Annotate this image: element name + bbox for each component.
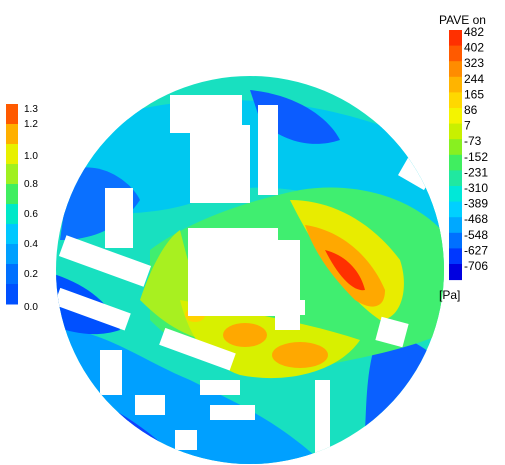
right-colorbar-tick-label: -73 xyxy=(464,134,482,148)
right-colorbar-tick-label: 482 xyxy=(464,25,484,39)
field-orange-wake-2 xyxy=(272,342,328,368)
right-colorbar-swatch xyxy=(449,201,462,218)
left-colorbar-swatch xyxy=(6,184,18,205)
field-blue-north xyxy=(250,90,340,144)
right-colorbar-tick-label: -389 xyxy=(464,197,488,211)
left-colorbar-tick-label: 1.3 xyxy=(24,104,38,115)
right-colorbar-swatch xyxy=(449,170,462,187)
left-colorbar: 1.3 1.2 1.0 0.8 0.6 0.4 0.2 0.0 xyxy=(6,104,38,313)
right-colorbar-tick-label: -548 xyxy=(464,228,488,242)
building-center-east xyxy=(275,240,300,330)
right-colorbar-tick-label: -706 xyxy=(464,259,488,273)
right-colorbar-tick-label: 402 xyxy=(464,41,484,55)
right-colorbar-swatch xyxy=(449,76,462,93)
right-colorbar-title: PAVE on xyxy=(439,13,486,27)
right-colorbar-swatch xyxy=(449,45,462,62)
left-colorbar-swatch xyxy=(6,124,18,145)
building-north-3 xyxy=(258,105,278,195)
right-colorbar-tick-label: -468 xyxy=(464,212,488,226)
building-south-2 xyxy=(200,380,240,395)
right-colorbar-tick-label: -310 xyxy=(464,181,488,195)
building-north-2 xyxy=(190,125,250,203)
right-colorbar-tick-label: 86 xyxy=(464,103,478,117)
left-colorbar-tick-label: 1.2 xyxy=(24,119,38,130)
building-southeast-1 xyxy=(315,380,330,460)
left-colorbar-swatch xyxy=(6,204,18,225)
right-colorbar-tick-label: -231 xyxy=(464,165,488,179)
building-west-3 xyxy=(56,287,131,331)
right-colorbar-swatch xyxy=(449,123,462,140)
right-colorbar-tick-label: 323 xyxy=(464,56,484,70)
left-colorbar-swatch xyxy=(6,224,18,245)
left-colorbar-swatch xyxy=(6,244,18,265)
right-colorbar-tick-label: 165 xyxy=(464,87,484,101)
building-south-3 xyxy=(210,405,255,420)
right-colorbar-swatch xyxy=(449,232,462,249)
left-colorbar-tick-label: 1.0 xyxy=(24,151,38,162)
left-colorbar-tick-label: 0.4 xyxy=(24,239,38,250)
right-colorbar-tick-label: -627 xyxy=(464,243,488,257)
right-colorbar-swatches xyxy=(449,30,462,281)
right-colorbar-tick-label: 7 xyxy=(464,119,471,133)
left-colorbar-ticks: 1.3 1.2 1.0 0.8 0.6 0.4 0.2 0.0 xyxy=(24,104,38,313)
left-colorbar-swatches xyxy=(6,104,18,305)
building-southwest-2 xyxy=(159,327,236,371)
building-south-4 xyxy=(175,430,197,450)
right-colorbar-swatch xyxy=(449,30,462,47)
right-colorbar-swatch xyxy=(449,217,462,234)
left-colorbar-tick-label: 0.2 xyxy=(24,269,38,280)
left-colorbar-swatch xyxy=(6,264,18,285)
left-colorbar-tick-label: 0.0 xyxy=(24,302,38,313)
right-colorbar-unit: [Pa] xyxy=(439,288,460,302)
right-colorbar-swatch xyxy=(449,154,462,171)
right-colorbar-tick-label: -152 xyxy=(464,150,488,164)
contour-domain xyxy=(56,76,444,464)
left-colorbar-swatch xyxy=(6,104,18,125)
building-east xyxy=(375,316,409,348)
right-colorbar-swatch xyxy=(449,92,462,109)
building-south-1 xyxy=(135,395,165,415)
left-colorbar-tick-label: 0.8 xyxy=(24,179,38,190)
right-colorbar-tick-label: 244 xyxy=(464,72,484,86)
left-colorbar-swatch xyxy=(6,164,18,185)
left-colorbar-tick-label: 0.6 xyxy=(24,209,38,220)
right-colorbar-swatch xyxy=(449,186,462,203)
buildings xyxy=(56,95,442,460)
right-colorbar-swatch xyxy=(449,139,462,156)
left-colorbar-swatch xyxy=(6,144,18,165)
building-southwest-1 xyxy=(100,350,122,395)
building-west-2 xyxy=(58,235,152,287)
right-colorbar-swatch xyxy=(449,248,462,265)
right-colorbar-swatch xyxy=(449,61,462,78)
field-blue-northwest xyxy=(60,167,140,240)
left-colorbar-swatch xyxy=(6,284,18,305)
building-center-south xyxy=(210,300,305,315)
right-colorbar-swatch xyxy=(449,264,462,281)
field-orange-wake-1 xyxy=(223,323,267,347)
field-red-east xyxy=(325,250,365,291)
right-colorbar-swatch xyxy=(449,108,462,125)
building-west-1 xyxy=(105,188,133,248)
